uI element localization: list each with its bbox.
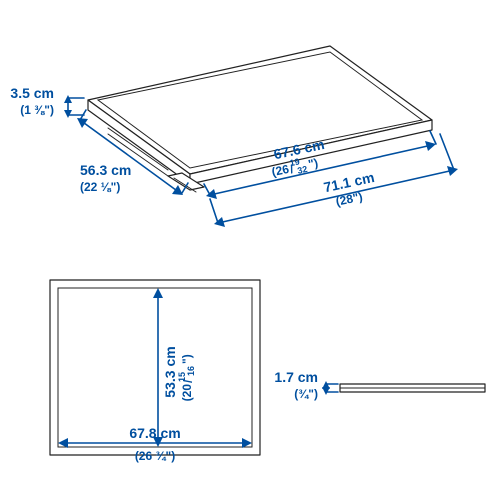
svg-text:(20: (20 [180, 384, 194, 402]
iso-depth-in: (22 ⅛") [80, 180, 120, 194]
front-view: 53.3 cm (20 15 / 16 ") 67.8 cm (26 ¾") [50, 280, 260, 463]
front-w-cm: 67.8 cm [129, 425, 180, 441]
side-t-cm: 1.7 cm [274, 369, 318, 385]
iso-tray-top [88, 46, 432, 174]
side-t-in: (¾") [294, 387, 318, 401]
svg-text:32: 32 [296, 164, 308, 176]
svg-text:"): ") [307, 156, 319, 172]
svg-text:16: 16 [186, 366, 196, 376]
iso-depth-cm: 56.3 cm [80, 162, 131, 178]
dimension-diagram: 3.5 cm (1 ⅜") 56.3 cm (22 ⅛") 67.6 cm (2… [0, 0, 500, 500]
iso-height-in: (1 ⅜") [20, 103, 54, 117]
front-h-cm: 53.3 cm [162, 346, 178, 397]
dim-side-thickness: 1.7 cm (¾") [274, 369, 338, 401]
svg-text:"): ") [180, 354, 194, 364]
iso-view: 3.5 cm (1 ⅜") 56.3 cm (22 ⅛") 67.6 cm (2… [10, 46, 458, 227]
side-view: 1.7 cm (¾") [274, 369, 485, 401]
front-w-in: (26 ¾") [135, 449, 175, 463]
iso-height-cm: 3.5 cm [10, 85, 54, 101]
svg-text:(26: (26 [270, 162, 290, 179]
dim-iso-height: 3.5 cm (1 ⅜") [10, 85, 84, 118]
